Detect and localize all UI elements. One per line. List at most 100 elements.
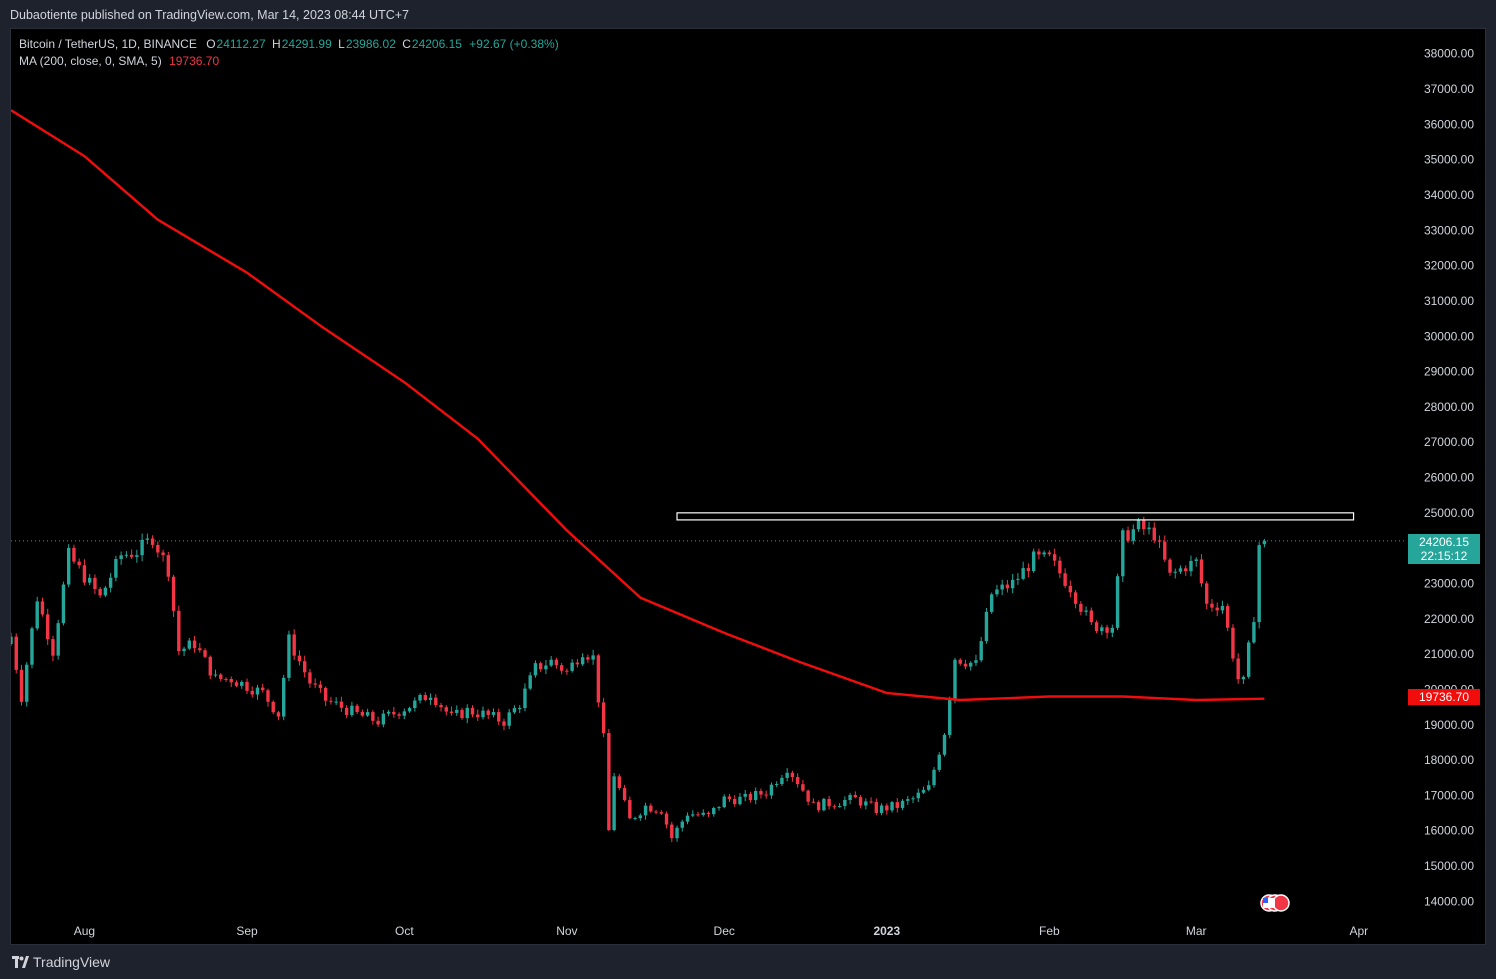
- x-tick-label: Dec: [714, 924, 735, 938]
- candle-body: [449, 711, 454, 713]
- y-tick-label: 21000.00: [1424, 647, 1474, 661]
- candle-body: [1026, 568, 1031, 571]
- candle-body: [921, 789, 926, 793]
- candle-body: [502, 721, 506, 726]
- candle-body: [276, 712, 281, 717]
- ma200-line: [11, 109, 1265, 702]
- candle-body: [764, 794, 768, 796]
- candle-body: [1005, 584, 1010, 589]
- candle-body: [858, 797, 863, 806]
- candle-body: [984, 611, 989, 642]
- candle-body: [738, 796, 742, 805]
- candle-body: [512, 708, 517, 713]
- candle-body: [706, 812, 711, 815]
- candle-body: [785, 772, 789, 778]
- candle-body: [292, 634, 296, 656]
- candle-body: [224, 678, 228, 680]
- candle-body: [156, 544, 160, 553]
- candle-body: [948, 698, 952, 735]
- x-tick-label: Nov: [556, 924, 577, 938]
- candle-body: [1047, 552, 1052, 555]
- candle-body: [486, 710, 490, 715]
- candle-body: [82, 565, 87, 583]
- candle-body: [528, 675, 532, 689]
- x-tick-label: Aug: [74, 924, 95, 938]
- candle-body: [628, 800, 632, 819]
- candle-body: [30, 628, 34, 665]
- candle-body: [51, 639, 55, 656]
- candle-body: [523, 688, 527, 709]
- candle-body: [77, 561, 81, 566]
- published-text: Dubaotiente published on TradingView.com…: [10, 8, 409, 22]
- candle-body: [879, 805, 884, 813]
- candle-body: [932, 769, 936, 786]
- candle-body: [953, 659, 957, 699]
- candle-body: [302, 661, 307, 673]
- candle-body: [198, 648, 202, 651]
- chart-legend: Bitcoin / TetherUS, 1D, BINANCE O24112.2…: [19, 36, 559, 70]
- candle-body: [1126, 530, 1130, 541]
- candle-body: [633, 818, 637, 820]
- ma-price-badge: 19736.70: [1408, 689, 1480, 705]
- tradingview-brand[interactable]: TradingView: [12, 954, 110, 970]
- candle-body: [1231, 627, 1235, 659]
- candle-body: [229, 678, 233, 683]
- candle-body: [1194, 559, 1198, 561]
- candle-body: [937, 754, 941, 770]
- candle-body: [135, 555, 139, 557]
- ma-legend-row: MA (200, close, 0, SMA, 5) 19736.70: [19, 53, 559, 70]
- candle-body: [675, 827, 679, 839]
- candle-body: [549, 659, 553, 666]
- candle-body: [586, 657, 590, 660]
- candle-body: [1225, 606, 1230, 628]
- candle-body: [261, 687, 265, 691]
- candle-body: [334, 701, 338, 703]
- candle-body: [72, 547, 76, 562]
- candle-body: [1100, 627, 1104, 632]
- ma-label[interactable]: MA (200, close, 0, SMA, 5): [19, 54, 162, 68]
- candle-body: [192, 640, 197, 649]
- candle-body: [727, 796, 732, 799]
- candle-body: [811, 801, 816, 803]
- candle-body: [1215, 607, 1219, 611]
- candle-body: [622, 788, 627, 801]
- y-tick-label: 19000.00: [1424, 718, 1474, 732]
- candle-body: [313, 683, 317, 685]
- candle-body: [570, 662, 574, 671]
- candle-body: [240, 681, 244, 686]
- candle-body: [1079, 603, 1083, 612]
- candle-body: [150, 538, 155, 545]
- candle-body: [177, 610, 181, 652]
- published-header: Dubaotiente published on TradingView.com…: [0, 0, 1496, 28]
- candle-body: [701, 812, 705, 815]
- candle-body: [1147, 527, 1151, 530]
- candle-body: [444, 707, 448, 712]
- candle-body: [213, 674, 218, 676]
- countdown-value: 22:15:12: [1420, 549, 1468, 563]
- y-tick-label: 26000.00: [1424, 471, 1474, 485]
- candle-body: [659, 812, 664, 814]
- candle-body: [344, 707, 349, 715]
- candle-body: [1068, 585, 1073, 593]
- brand-name: TradingView: [33, 954, 111, 970]
- candle-body: [680, 821, 684, 828]
- candle-body: [428, 697, 433, 700]
- y-tick-label: 25000.00: [1424, 506, 1474, 520]
- candle-body: [969, 662, 973, 667]
- symbol-title[interactable]: Bitcoin / TetherUS, 1D, BINANCE: [19, 37, 197, 51]
- candle-body: [832, 806, 837, 808]
- candle-body: [1152, 527, 1156, 541]
- candle-body: [470, 707, 475, 715]
- candle-body: [827, 798, 831, 807]
- candle-body: [806, 790, 810, 802]
- y-tick-label: 28000.00: [1424, 400, 1474, 414]
- candle-body: [885, 805, 889, 811]
- candle-body: [722, 796, 726, 808]
- chart-pane[interactable]: 14000.00 15000.00 16000.00 17000.00 18000.00…: [10, 28, 1486, 945]
- candle-body: [591, 655, 595, 660]
- candlestick-chart[interactable]: 14000.00 15000.00 16000.00 17000.00 18000.00…: [11, 29, 1486, 945]
- candle-body: [670, 824, 674, 839]
- candle-body: [98, 589, 102, 596]
- high-value: 24291.99: [281, 37, 332, 51]
- candle-body: [1121, 530, 1125, 577]
